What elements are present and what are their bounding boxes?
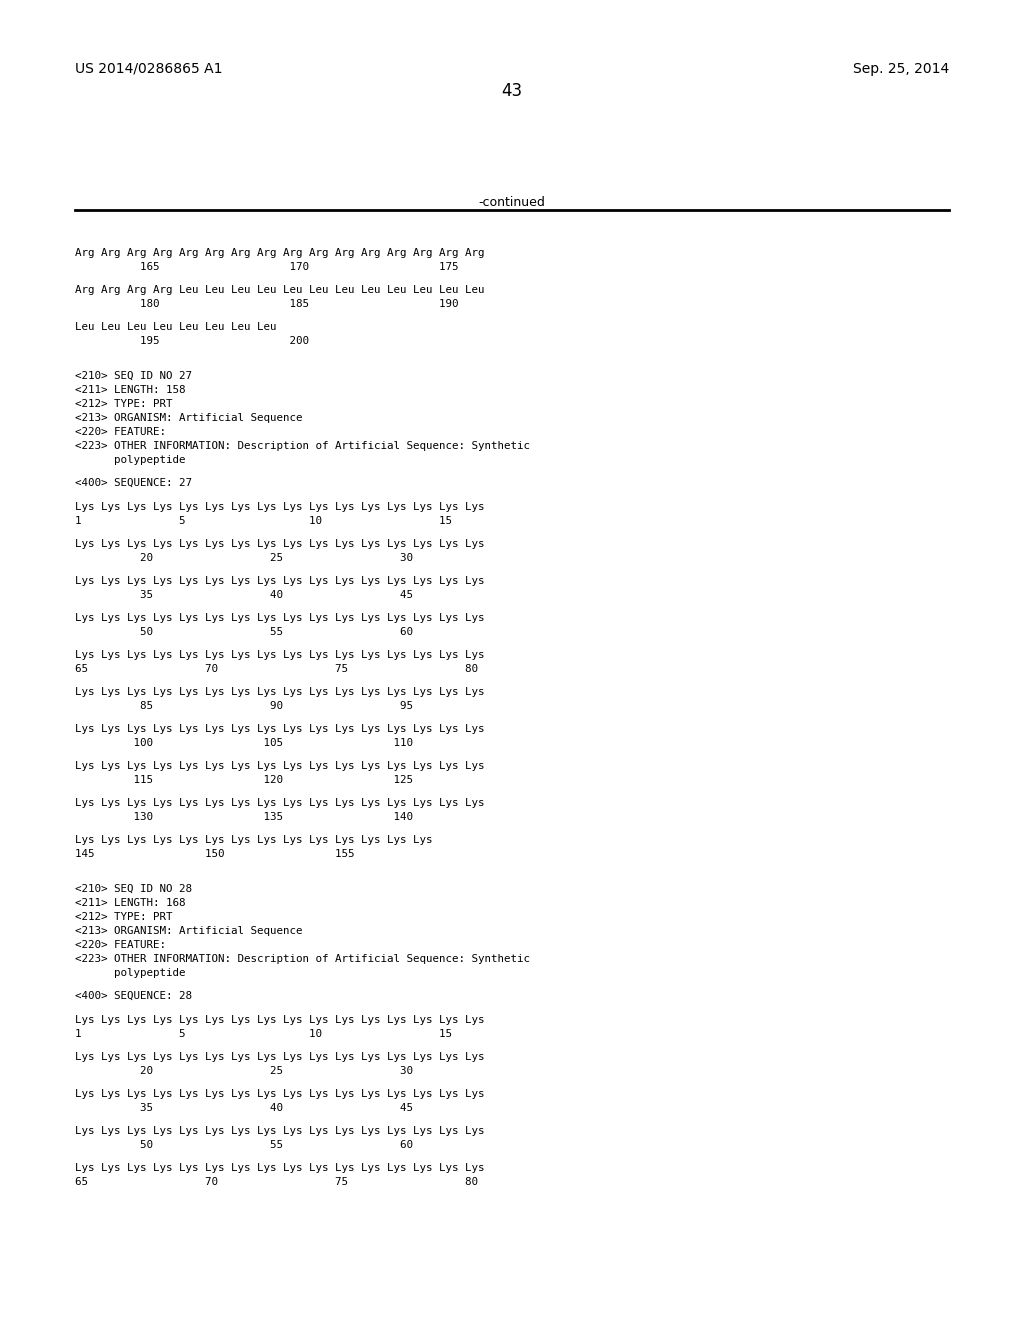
Text: 35                  40                  45: 35 40 45 (75, 1104, 413, 1113)
Text: 50                  55                  60: 50 55 60 (75, 1140, 413, 1150)
Text: polypeptide: polypeptide (75, 968, 185, 978)
Text: 20                  25                  30: 20 25 30 (75, 553, 413, 564)
Text: <220> FEATURE:: <220> FEATURE: (75, 940, 166, 950)
Text: 20                  25                  30: 20 25 30 (75, 1067, 413, 1076)
Text: <210> SEQ ID NO 27: <210> SEQ ID NO 27 (75, 371, 193, 381)
Text: 1               5                   10                  15: 1 5 10 15 (75, 516, 452, 525)
Text: <210> SEQ ID NO 28: <210> SEQ ID NO 28 (75, 884, 193, 894)
Text: <400> SEQUENCE: 27: <400> SEQUENCE: 27 (75, 478, 193, 488)
Text: Lys Lys Lys Lys Lys Lys Lys Lys Lys Lys Lys Lys Lys Lys: Lys Lys Lys Lys Lys Lys Lys Lys Lys Lys … (75, 836, 432, 845)
Text: Arg Arg Arg Arg Arg Arg Arg Arg Arg Arg Arg Arg Arg Arg Arg Arg: Arg Arg Arg Arg Arg Arg Arg Arg Arg Arg … (75, 248, 484, 257)
Text: 65                  70                  75                  80: 65 70 75 80 (75, 1177, 478, 1187)
Text: <213> ORGANISM: Artificial Sequence: <213> ORGANISM: Artificial Sequence (75, 927, 302, 936)
Text: 115                 120                 125: 115 120 125 (75, 775, 413, 785)
Text: Arg Arg Arg Arg Leu Leu Leu Leu Leu Leu Leu Leu Leu Leu Leu Leu: Arg Arg Arg Arg Leu Leu Leu Leu Leu Leu … (75, 285, 484, 294)
Text: <213> ORGANISM: Artificial Sequence: <213> ORGANISM: Artificial Sequence (75, 413, 302, 422)
Text: Lys Lys Lys Lys Lys Lys Lys Lys Lys Lys Lys Lys Lys Lys Lys Lys: Lys Lys Lys Lys Lys Lys Lys Lys Lys Lys … (75, 1052, 484, 1063)
Text: Lys Lys Lys Lys Lys Lys Lys Lys Lys Lys Lys Lys Lys Lys Lys Lys: Lys Lys Lys Lys Lys Lys Lys Lys Lys Lys … (75, 576, 484, 586)
Text: <400> SEQUENCE: 28: <400> SEQUENCE: 28 (75, 991, 193, 1001)
Text: <211> LENGTH: 168: <211> LENGTH: 168 (75, 898, 185, 908)
Text: Sep. 25, 2014: Sep. 25, 2014 (853, 62, 949, 77)
Text: Lys Lys Lys Lys Lys Lys Lys Lys Lys Lys Lys Lys Lys Lys Lys Lys: Lys Lys Lys Lys Lys Lys Lys Lys Lys Lys … (75, 1163, 484, 1173)
Text: polypeptide: polypeptide (75, 455, 185, 465)
Text: 43: 43 (502, 82, 522, 100)
Text: Lys Lys Lys Lys Lys Lys Lys Lys Lys Lys Lys Lys Lys Lys Lys Lys: Lys Lys Lys Lys Lys Lys Lys Lys Lys Lys … (75, 502, 484, 512)
Text: <223> OTHER INFORMATION: Description of Artificial Sequence: Synthetic: <223> OTHER INFORMATION: Description of … (75, 441, 530, 451)
Text: <211> LENGTH: 158: <211> LENGTH: 158 (75, 385, 185, 395)
Text: 1               5                   10                  15: 1 5 10 15 (75, 1030, 452, 1039)
Text: 50                  55                  60: 50 55 60 (75, 627, 413, 638)
Text: Leu Leu Leu Leu Leu Leu Leu Leu: Leu Leu Leu Leu Leu Leu Leu Leu (75, 322, 276, 333)
Text: Lys Lys Lys Lys Lys Lys Lys Lys Lys Lys Lys Lys Lys Lys Lys Lys: Lys Lys Lys Lys Lys Lys Lys Lys Lys Lys … (75, 612, 484, 623)
Text: 130                 135                 140: 130 135 140 (75, 812, 413, 822)
Text: 85                  90                  95: 85 90 95 (75, 701, 413, 711)
Text: 35                  40                  45: 35 40 45 (75, 590, 413, 601)
Text: 100                 105                 110: 100 105 110 (75, 738, 413, 748)
Text: Lys Lys Lys Lys Lys Lys Lys Lys Lys Lys Lys Lys Lys Lys Lys Lys: Lys Lys Lys Lys Lys Lys Lys Lys Lys Lys … (75, 799, 484, 808)
Text: 65                  70                  75                  80: 65 70 75 80 (75, 664, 478, 675)
Text: Lys Lys Lys Lys Lys Lys Lys Lys Lys Lys Lys Lys Lys Lys Lys Lys: Lys Lys Lys Lys Lys Lys Lys Lys Lys Lys … (75, 1126, 484, 1137)
Text: 165                    170                    175: 165 170 175 (75, 261, 459, 272)
Text: Lys Lys Lys Lys Lys Lys Lys Lys Lys Lys Lys Lys Lys Lys Lys Lys: Lys Lys Lys Lys Lys Lys Lys Lys Lys Lys … (75, 1015, 484, 1026)
Text: <223> OTHER INFORMATION: Description of Artificial Sequence: Synthetic: <223> OTHER INFORMATION: Description of … (75, 954, 530, 964)
Text: Lys Lys Lys Lys Lys Lys Lys Lys Lys Lys Lys Lys Lys Lys Lys Lys: Lys Lys Lys Lys Lys Lys Lys Lys Lys Lys … (75, 539, 484, 549)
Text: -continued: -continued (478, 195, 546, 209)
Text: Lys Lys Lys Lys Lys Lys Lys Lys Lys Lys Lys Lys Lys Lys Lys Lys: Lys Lys Lys Lys Lys Lys Lys Lys Lys Lys … (75, 723, 484, 734)
Text: <212> TYPE: PRT: <212> TYPE: PRT (75, 399, 172, 409)
Text: Lys Lys Lys Lys Lys Lys Lys Lys Lys Lys Lys Lys Lys Lys Lys Lys: Lys Lys Lys Lys Lys Lys Lys Lys Lys Lys … (75, 686, 484, 697)
Text: <220> FEATURE:: <220> FEATURE: (75, 426, 166, 437)
Text: Lys Lys Lys Lys Lys Lys Lys Lys Lys Lys Lys Lys Lys Lys Lys Lys: Lys Lys Lys Lys Lys Lys Lys Lys Lys Lys … (75, 1089, 484, 1100)
Text: Lys Lys Lys Lys Lys Lys Lys Lys Lys Lys Lys Lys Lys Lys Lys Lys: Lys Lys Lys Lys Lys Lys Lys Lys Lys Lys … (75, 649, 484, 660)
Text: 145                 150                 155: 145 150 155 (75, 849, 354, 859)
Text: 180                    185                    190: 180 185 190 (75, 300, 459, 309)
Text: <212> TYPE: PRT: <212> TYPE: PRT (75, 912, 172, 921)
Text: Lys Lys Lys Lys Lys Lys Lys Lys Lys Lys Lys Lys Lys Lys Lys Lys: Lys Lys Lys Lys Lys Lys Lys Lys Lys Lys … (75, 762, 484, 771)
Text: US 2014/0286865 A1: US 2014/0286865 A1 (75, 62, 222, 77)
Text: 195                    200: 195 200 (75, 337, 309, 346)
